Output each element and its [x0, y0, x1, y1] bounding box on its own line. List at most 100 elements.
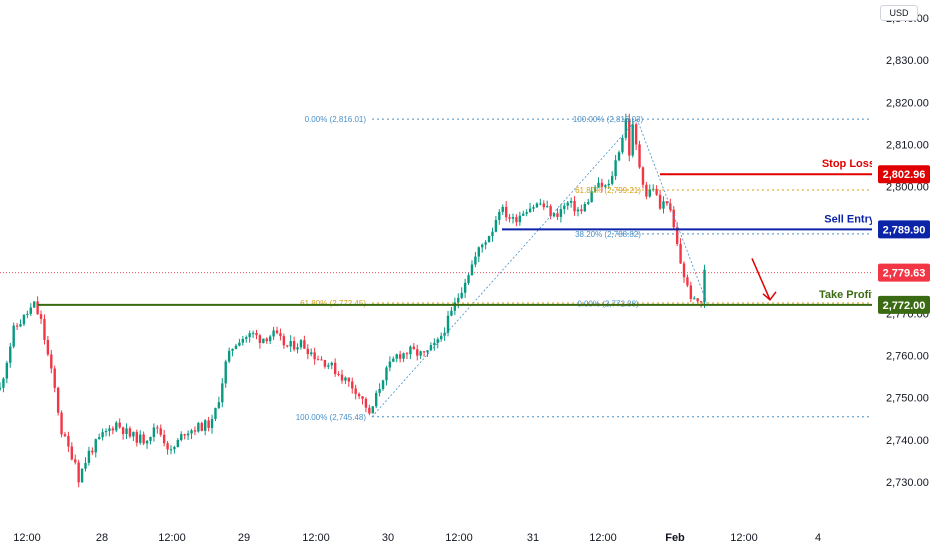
candle [371, 406, 374, 414]
candle [563, 205, 566, 210]
candle [422, 351, 426, 353]
candle [149, 436, 152, 441]
overlays: 0.00% (2,816.01) 61.80% (2,772.45) 100.00%… [0, 115, 878, 422]
candle [200, 423, 203, 431]
candle [77, 462, 80, 483]
candle [696, 298, 699, 302]
candle [15, 325, 19, 327]
candle [115, 422, 118, 431]
candle [186, 433, 190, 436]
candle [258, 335, 262, 343]
candle [522, 213, 525, 216]
candle [245, 337, 248, 339]
candle [183, 434, 186, 436]
candle [241, 338, 245, 343]
candle [286, 345, 289, 347]
candle [576, 209, 580, 212]
candle [361, 396, 364, 399]
candle [91, 450, 94, 453]
candle [296, 347, 299, 350]
candle [477, 247, 480, 257]
candle [679, 243, 682, 264]
candle [5, 362, 9, 379]
candle [347, 377, 351, 382]
currency-badge[interactable]: USD [880, 5, 918, 21]
candle [484, 242, 487, 245]
fib-left-label: 61.80% (2,772.45) [300, 299, 366, 308]
candle [108, 428, 111, 431]
candle [128, 428, 132, 437]
time-tick: 30 [382, 532, 394, 544]
candle [162, 434, 166, 444]
candle [275, 330, 279, 334]
candle [539, 203, 542, 205]
candle [159, 428, 162, 435]
candle [56, 387, 60, 413]
price-axis[interactable]: 2,730.002,740.002,750.002,760.002,770.00… [872, 0, 932, 550]
candle [498, 211, 501, 220]
fib-left-label: 0.00% (2,816.01) [305, 115, 367, 124]
stop-loss-tag: 2,802.96 [883, 169, 926, 181]
price-tick: 2,800.00 [886, 182, 929, 194]
candle [87, 450, 91, 463]
candle [344, 377, 347, 381]
candle [227, 350, 231, 362]
candle [255, 332, 258, 336]
candles [0, 113, 706, 488]
candle [518, 215, 522, 223]
candle [402, 353, 405, 359]
candle [375, 392, 378, 407]
candle [217, 402, 221, 408]
candle [453, 302, 457, 311]
candle [111, 428, 115, 431]
candle [94, 439, 97, 453]
candle [470, 264, 474, 276]
candle [388, 361, 392, 368]
candle [597, 182, 600, 188]
candle [2, 378, 5, 388]
candle [351, 381, 354, 389]
time-tick: 12:00 [158, 532, 186, 544]
candle [33, 301, 36, 308]
price-tick: 2,730.00 [886, 477, 929, 489]
candle [573, 200, 576, 212]
candle [662, 201, 665, 209]
candle [104, 430, 108, 433]
candle [508, 217, 511, 219]
candle [132, 431, 135, 437]
candle [166, 443, 169, 450]
candle [248, 333, 251, 338]
candle [268, 336, 272, 342]
candle [426, 350, 429, 353]
candle [121, 427, 125, 435]
candle [487, 236, 491, 243]
stop-loss-label: Stop Loss [822, 158, 875, 170]
candle [494, 219, 498, 232]
candle [80, 468, 84, 483]
candle [193, 430, 197, 432]
candle [583, 203, 587, 212]
time-axis[interactable]: 12:00 28 12:00 29 12:00 30 12:00 31 12:00 Feb 12:0… [13, 532, 821, 544]
candle [549, 206, 552, 217]
candle [535, 203, 539, 208]
candle [699, 301, 703, 303]
candle [12, 325, 15, 347]
price-tick: 2,830.00 [886, 55, 929, 67]
time-tick: 12:00 [589, 532, 617, 544]
candle [26, 313, 29, 315]
candle [70, 446, 74, 460]
candle [395, 354, 398, 359]
candle [416, 349, 419, 356]
price-tick: 2,820.00 [886, 97, 929, 109]
time-tick: Feb [665, 532, 685, 544]
candle [638, 144, 641, 168]
time-tick: 12:00 [13, 532, 41, 544]
candle [703, 269, 706, 303]
candle [607, 183, 610, 186]
candle [22, 314, 26, 325]
candle [234, 345, 238, 349]
sell-entry-tag: 2,789.90 [883, 224, 926, 236]
candle [590, 191, 593, 203]
price-tick: 2,760.00 [886, 351, 929, 363]
